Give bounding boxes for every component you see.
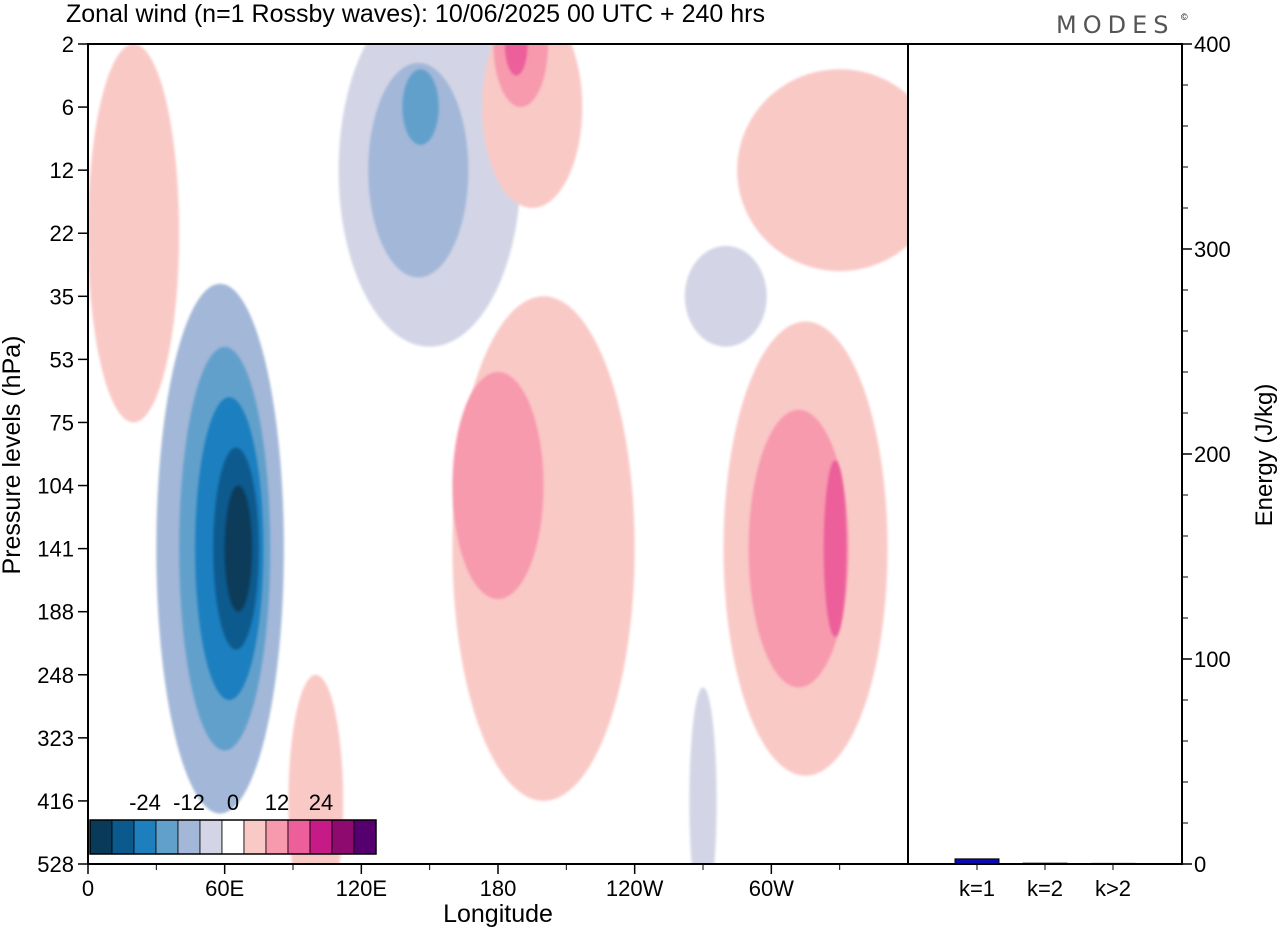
- energy-axis-label: Energy (J/kg): [1251, 384, 1278, 527]
- colorbar-swatch: [155, 819, 179, 855]
- energy-tick-label: 0: [1194, 852, 1206, 877]
- colorbar-swatch: [331, 819, 355, 855]
- energy-tick-label: 400: [1194, 32, 1231, 57]
- y-tick-label: 248: [37, 663, 74, 688]
- energy-category-label: k=2: [1027, 876, 1063, 901]
- y-tick-label: 53: [50, 347, 74, 372]
- energy-panel-frame: [907, 43, 1183, 865]
- x-tick-label: 180: [480, 876, 517, 901]
- contour-neg-7: [402, 69, 439, 145]
- x-tick-label: 120E: [336, 876, 387, 901]
- colorbar-swatch: [265, 819, 289, 855]
- y-tick-label: 6: [62, 95, 74, 120]
- y-tick-label: 141: [37, 537, 74, 562]
- contour-pos-13: [482, 44, 583, 208]
- x-axis-label: Longitude: [443, 900, 553, 928]
- contour-neg-20: [689, 687, 717, 864]
- colorbar-swatch: [177, 819, 201, 855]
- y-tick-label: 323: [37, 726, 74, 751]
- y-axis-label: Pressure levels (hPa): [0, 336, 26, 575]
- y-tick-label: 22: [50, 221, 74, 246]
- colorbar: -24 -12 0 12 24: [89, 790, 377, 855]
- colorbar-swatch: [133, 819, 157, 855]
- chart-title: Zonal wind (n=1 Rossby waves): 10/06/202…: [66, 0, 765, 28]
- x-tick-label: 120W: [606, 876, 664, 901]
- y-tick-label: 75: [50, 410, 74, 435]
- contour-pos-18: [288, 674, 344, 864]
- colorbar-swatch: [353, 819, 377, 855]
- contour-pos-12: [823, 460, 847, 637]
- y-axis: 2 6 12 22 35 53 75 104 141 188 248 323 416 528: [37, 32, 88, 877]
- energy-category-label: k=1: [959, 876, 995, 901]
- x-axis: 0 60E 120E 180 120W 60W: [82, 864, 841, 901]
- colorbar-swatch: [243, 819, 267, 855]
- x-tick-label: 0: [82, 876, 94, 901]
- colorbar-swatch: [111, 819, 135, 855]
- y-tick-label: 188: [37, 600, 74, 625]
- energy-tick-label: 100: [1194, 647, 1231, 672]
- modes-logo-mark: ©: [1181, 12, 1188, 22]
- y-tick-label: 2: [62, 32, 74, 57]
- contour-pos-9: [452, 372, 544, 600]
- y-tick-label: 528: [37, 852, 74, 877]
- colorbar-tick-label: 0: [227, 790, 239, 815]
- y-tick-label: 104: [37, 474, 74, 499]
- colorbar-swatch: [199, 819, 223, 855]
- y-tick-label: 35: [50, 284, 74, 309]
- contour-pos-11: [748, 409, 849, 688]
- y-tick-label: 416: [37, 789, 74, 814]
- colorbar-swatch: [89, 819, 113, 855]
- energy-tick-label: 200: [1194, 442, 1231, 467]
- colorbar-swatch: [221, 819, 245, 855]
- contour-neg-6: [368, 62, 469, 278]
- energy-category-label: k>2: [1095, 876, 1131, 901]
- y-tick-label: 12: [50, 158, 74, 183]
- colorbar-swatch: [287, 819, 311, 855]
- contour-pos-17: [737, 69, 908, 272]
- colorbar-frame: [89, 819, 377, 855]
- x-tick-label: 60W: [749, 876, 794, 901]
- colorbar-tick-label: 24: [309, 790, 333, 815]
- x-tick-label: 60E: [205, 876, 244, 901]
- contour-pos-15: [504, 44, 528, 76]
- energy-tick-label: 300: [1194, 237, 1231, 262]
- contour-neg-4: [224, 485, 252, 612]
- contour-field: [88, 44, 908, 864]
- colorbar-tick-label: 12: [265, 790, 289, 815]
- colorbar-tick-label: -24: [129, 790, 161, 815]
- contour-pos-16: [88, 44, 180, 423]
- energy-panel: 0 100 200 300 400 k=1 k=2 k>2: [954, 32, 1231, 901]
- contour-neg-19: [684, 245, 767, 347]
- colorbar-swatch: [309, 819, 333, 855]
- modes-logo: MODES: [1056, 11, 1174, 39]
- colorbar-tick-label: -12: [173, 790, 205, 815]
